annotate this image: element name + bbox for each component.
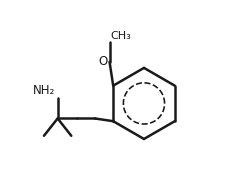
Text: NH₂: NH₂	[32, 84, 55, 97]
Text: CH₃: CH₃	[110, 31, 131, 41]
Text: O: O	[98, 56, 107, 68]
